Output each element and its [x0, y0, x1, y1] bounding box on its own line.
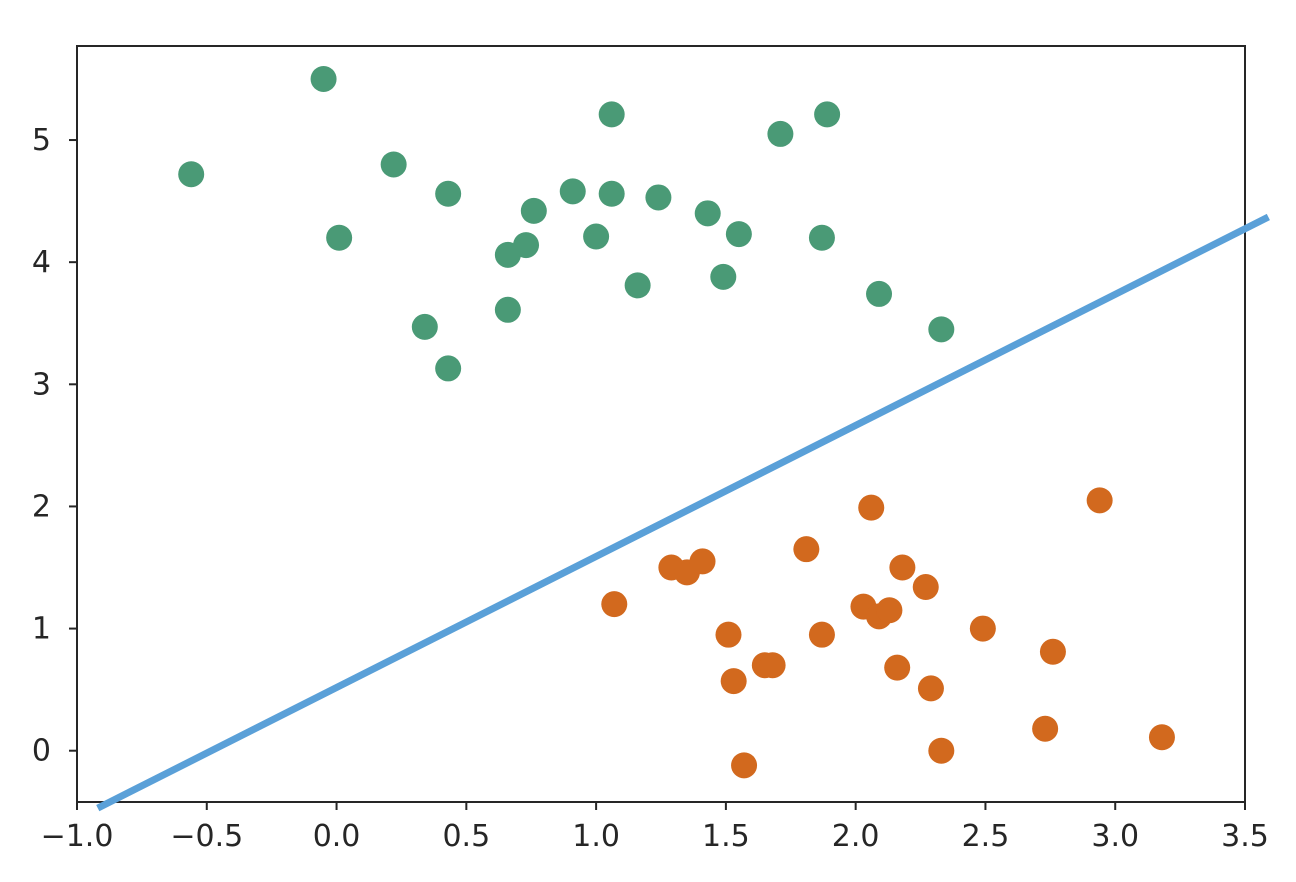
scatter-point-s0-14 [598, 180, 625, 207]
x-tick-label: 3.5 [1221, 819, 1269, 854]
scatter-point-s0-5 [435, 180, 462, 207]
scatter-point-s0-15 [624, 272, 651, 299]
scatter-point-s1-10 [808, 621, 835, 648]
scatter-point-s1-21 [1032, 715, 1059, 742]
scatter-point-s1-5 [720, 668, 747, 695]
scatter-point-s0-13 [598, 101, 625, 128]
scatter-point-s0-18 [710, 263, 737, 290]
scatter-point-s0-16 [645, 184, 672, 211]
scatter-point-s0-8 [494, 296, 521, 323]
x-tick-label: 1.0 [572, 819, 620, 854]
scatter-point-s1-19 [928, 737, 955, 764]
x-tick-label: 0.0 [313, 819, 361, 854]
scatter-point-s1-18 [917, 675, 944, 702]
scatter-point-s0-0 [178, 161, 205, 188]
x-tick-label: 2.0 [832, 819, 880, 854]
x-tick-label: 3.0 [1091, 819, 1139, 854]
x-tick-label: 0.5 [442, 819, 490, 854]
scatter-point-s1-17 [912, 574, 939, 601]
scatter-point-s0-24 [928, 316, 955, 343]
y-tick-label: 0 [32, 734, 51, 769]
scatter-point-s1-14 [876, 597, 903, 624]
y-tick-label: 3 [32, 367, 51, 402]
scatter-point-s1-23 [1086, 487, 1113, 514]
scatter-point-s0-12 [583, 223, 610, 250]
scatter-point-s1-22 [1039, 638, 1066, 665]
scatter-point-s1-8 [759, 652, 786, 679]
scatter-point-s1-3 [689, 548, 716, 575]
scatter-point-s0-2 [326, 224, 353, 251]
line-layer [96, 213, 1270, 812]
scatter-point-s0-1 [310, 65, 337, 92]
scatter-point-s1-12 [858, 494, 885, 521]
scatter-point-s1-16 [889, 554, 916, 581]
plot-area [178, 65, 1175, 779]
scatter-point-s0-6 [435, 355, 462, 382]
scatter-point-s0-11 [559, 178, 586, 205]
scatter-point-s0-17 [694, 200, 721, 227]
scatter-point-s1-0 [601, 591, 628, 618]
scatter-point-s1-20 [969, 615, 996, 642]
x-tick-label: 1.5 [702, 819, 750, 854]
scatter-point-s0-22 [814, 101, 841, 128]
scatter-point-s0-9 [513, 232, 540, 259]
axes: −1.0 −0.5 0.0 0.5 1.0 1.5 2.0 2.5 3.0 3.5 0 1 2 3 4 5 [32, 123, 1269, 854]
scatter-point-s0-3 [380, 151, 407, 178]
scatter-point-s0-10 [520, 197, 547, 224]
x-tick-label: −1.0 [41, 819, 114, 854]
y-tick-label: 5 [32, 123, 51, 158]
scatter-point-s1-24 [1148, 724, 1175, 751]
scatter-point-s0-20 [767, 120, 794, 147]
scatter-point-s0-21 [808, 224, 835, 251]
y-tick-label: 2 [32, 489, 51, 524]
y-tick-label: 1 [32, 612, 51, 647]
x-tick-label: 2.5 [962, 819, 1010, 854]
plot-frame [76, 45, 1246, 803]
y-tick-label: 4 [32, 245, 51, 280]
scatter-point-s1-4 [715, 621, 742, 648]
scatter-point-s1-6 [731, 752, 758, 779]
scatter-point-s1-15 [884, 654, 911, 681]
scatter-point-s0-4 [411, 313, 438, 340]
scatter-point-s0-23 [866, 280, 893, 307]
decision-boundary-line [96, 213, 1270, 812]
scatter-point-s0-19 [725, 221, 752, 248]
x-tick-label: −0.5 [170, 819, 243, 854]
scatter-point-s1-9 [793, 536, 820, 563]
